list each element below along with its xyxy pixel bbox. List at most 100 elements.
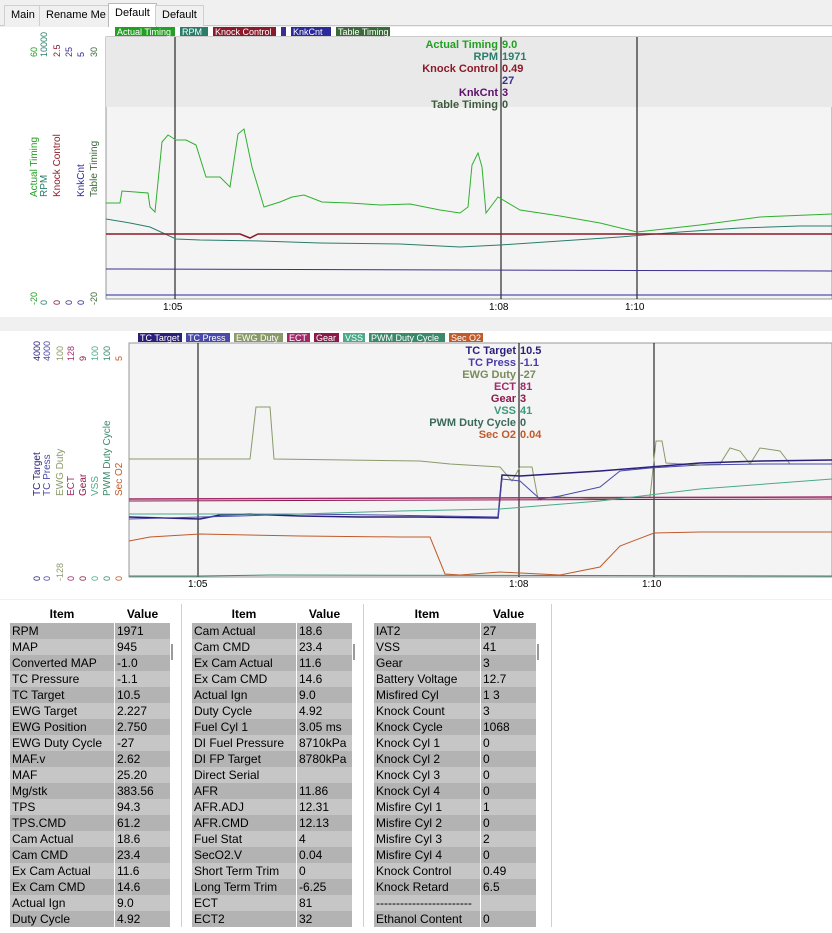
- table-row[interactable]: Cam Actual 18.6: [192, 623, 363, 639]
- datalog-table-1[interactable]: Item Value RPM 1971 MAP 945 Converted MAP -1.0 T…: [10, 604, 182, 927]
- table-row[interactable]: Fuel Cyl 1 3.05 ms: [192, 719, 363, 735]
- table-row[interactable]: IAT2 27: [374, 623, 551, 639]
- table-row[interactable]: Gear 3: [374, 655, 551, 671]
- legend-chip[interactable]: [291, 27, 331, 36]
- timing-chart[interactable]: Actual Timing RPM Knock Control KnkCnt Table…: [0, 27, 832, 317]
- table-row[interactable]: Battery Voltage 12.7: [374, 671, 551, 687]
- legend-chip[interactable]: [180, 27, 208, 36]
- item-value: 3: [481, 703, 536, 719]
- scrollbar-thumb[interactable]: [353, 644, 355, 660]
- legend-chip[interactable]: [234, 333, 283, 342]
- tab-default-1[interactable]: Default: [108, 3, 157, 27]
- table-row[interactable]: ECT 81: [192, 895, 363, 911]
- table-row[interactable]: ECT2 32: [192, 911, 363, 927]
- legend-chip[interactable]: [213, 27, 276, 36]
- table-row[interactable]: TC Pressure -1.1: [10, 671, 181, 687]
- table-row[interactable]: Knock Count 3: [374, 703, 551, 719]
- table-row[interactable]: Duty Cycle 4.92: [10, 911, 181, 927]
- legend-chip[interactable]: [138, 333, 182, 342]
- legend-chip[interactable]: [449, 333, 483, 342]
- table-row[interactable]: Direct Serial: [192, 767, 363, 783]
- table-row[interactable]: DI FP Target 8780kPa: [192, 751, 363, 767]
- table-header: Item Value: [10, 604, 181, 623]
- legend-chip[interactable]: [336, 27, 390, 36]
- table-row[interactable]: ------------------------: [374, 895, 551, 911]
- column-header-value[interactable]: Value: [126, 607, 159, 621]
- column-header-item[interactable]: Item: [231, 607, 257, 621]
- tab-main[interactable]: Main: [4, 5, 42, 26]
- axis-label: EWG Duty: [55, 449, 66, 496]
- datalog-table-3[interactable]: Item Value IAT2 27 VSS 41 Gear 3 Battery Voltage…: [374, 604, 552, 927]
- legend-chip[interactable]: [369, 333, 445, 342]
- chart-divider[interactable]: [0, 317, 832, 331]
- table-row[interactable]: Ex Cam CMD 14.6: [10, 879, 181, 895]
- table-row[interactable]: AFR.ADJ 12.31: [192, 799, 363, 815]
- table-row[interactable]: Actual Ign 9.0: [10, 895, 181, 911]
- scrollbar-thumb[interactable]: [537, 644, 539, 660]
- item-value: -1.0: [115, 655, 170, 671]
- table-row[interactable]: Cam CMD 23.4: [192, 639, 363, 655]
- table-row[interactable]: Ethanol Content 0: [374, 911, 551, 927]
- column-header-item[interactable]: Item: [49, 607, 75, 621]
- table-row[interactable]: SecO2.V 0.04: [192, 847, 363, 863]
- item-name: Knock Cyl 4: [374, 783, 480, 799]
- table-row[interactable]: Ex Cam Actual 11.6: [192, 655, 363, 671]
- table-row[interactable]: AFR 11.86: [192, 783, 363, 799]
- table-row[interactable]: Misfired Cyl 1 3: [374, 687, 551, 703]
- table-row[interactable]: DI Fuel Pressure 8710kPa: [192, 735, 363, 751]
- table-row[interactable]: EWG Position 2.750: [10, 719, 181, 735]
- knock-control-trace: [106, 233, 832, 239]
- datalog-table-2[interactable]: Item Value Cam Actual 18.6 Cam CMD 23.4 Ex Cam…: [192, 604, 364, 927]
- table-row[interactable]: Long Term Trim -6.25: [192, 879, 363, 895]
- table-row[interactable]: Duty Cycle 4.92: [192, 703, 363, 719]
- column-header-value[interactable]: Value: [308, 607, 341, 621]
- scrollbar-thumb[interactable]: [171, 644, 173, 660]
- table-row[interactable]: Knock Control 0.49: [374, 863, 551, 879]
- axis-min: 0: [114, 576, 124, 581]
- boost-chart[interactable]: TC Target TC Press EWG Duty ECT Gear VSS PWM D…: [0, 331, 832, 599]
- table-row[interactable]: TPS.CMD 61.2: [10, 815, 181, 831]
- legend-chip[interactable]: [287, 333, 310, 342]
- table-row[interactable]: MAF 25.20: [10, 767, 181, 783]
- legend-chip[interactable]: [281, 27, 286, 36]
- table-row[interactable]: EWG Duty Cycle -27: [10, 735, 181, 751]
- table-row[interactable]: Converted MAP -1.0: [10, 655, 181, 671]
- column-header-value[interactable]: Value: [492, 607, 525, 621]
- table-row[interactable]: Actual Ign 9.0: [192, 687, 363, 703]
- table-row[interactable]: Cam Actual 18.6: [10, 831, 181, 847]
- table-row[interactable]: VSS 41: [374, 639, 551, 655]
- table-row[interactable]: TPS 94.3: [10, 799, 181, 815]
- table-row[interactable]: TC Target 10.5: [10, 687, 181, 703]
- table-row[interactable]: Cam CMD 23.4: [10, 847, 181, 863]
- table-row[interactable]: Knock Retard 6.5: [374, 879, 551, 895]
- table-row[interactable]: Ex Cam CMD 14.6: [192, 671, 363, 687]
- legend-chip[interactable]: [314, 333, 339, 342]
- tab-default-2[interactable]: Default: [155, 5, 204, 26]
- tab-rename-me[interactable]: Rename Me: [39, 5, 113, 26]
- table-row[interactable]: MAF.v 2.62: [10, 751, 181, 767]
- table-row[interactable]: MAP 945: [10, 639, 181, 655]
- table-row[interactable]: Knock Cycle 1068: [374, 719, 551, 735]
- readout-name: Gear: [491, 393, 517, 405]
- table-row[interactable]: EWG Target 2.227: [10, 703, 181, 719]
- table-row[interactable]: Ex Cam Actual 11.6: [10, 863, 181, 879]
- table-row[interactable]: Mg/stk 383.56: [10, 783, 181, 799]
- legend-chip[interactable]: [186, 333, 230, 342]
- table-row[interactable]: AFR.CMD 12.13: [192, 815, 363, 831]
- item-value: 18.6: [297, 623, 352, 639]
- item-name: RPM: [10, 623, 114, 639]
- legend-chip[interactable]: [343, 333, 365, 342]
- table-row[interactable]: RPM 1971: [10, 623, 181, 639]
- column-header-item[interactable]: Item: [414, 607, 440, 621]
- table-row[interactable]: Short Term Trim 0: [192, 863, 363, 879]
- table-row[interactable]: Fuel Stat 4: [192, 831, 363, 847]
- legend-chip[interactable]: [115, 27, 175, 36]
